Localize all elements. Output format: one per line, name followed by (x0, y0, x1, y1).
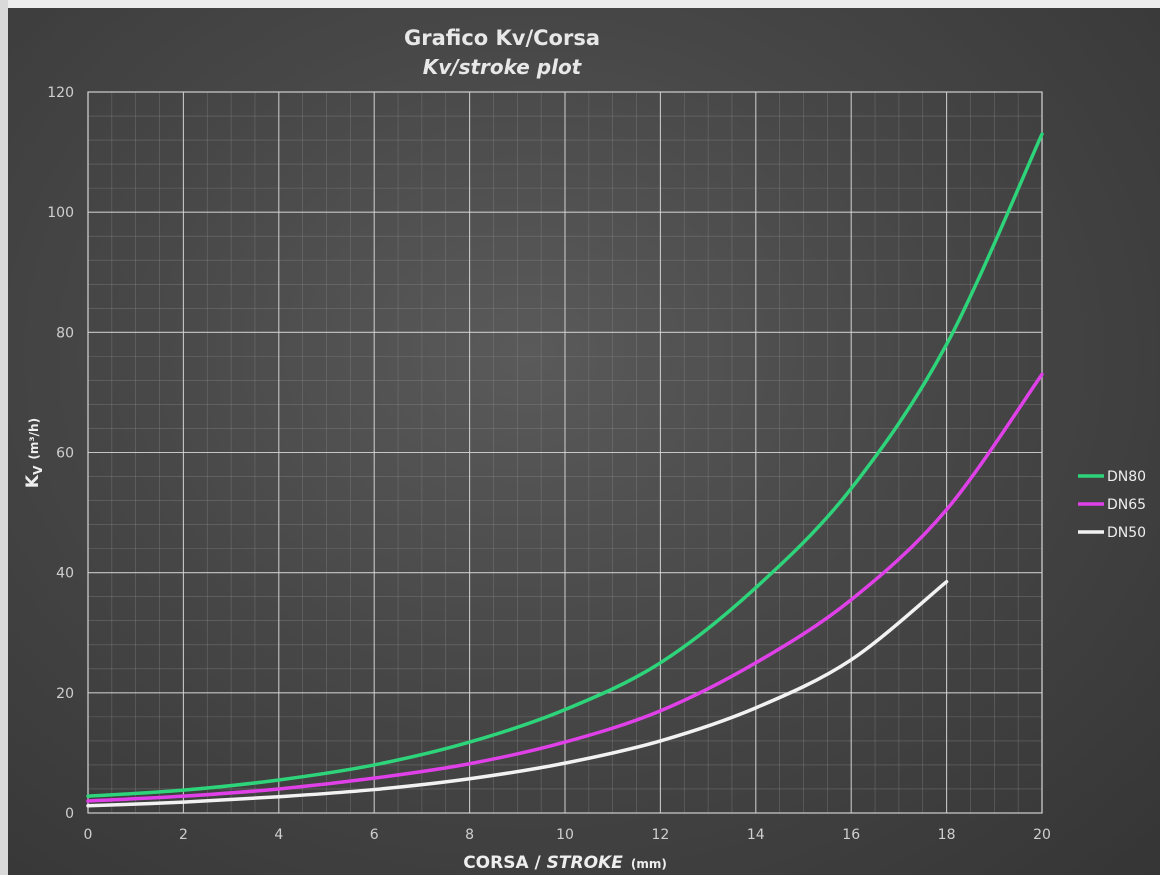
x-tick-label: 10 (556, 827, 574, 843)
x-tick-label: 14 (747, 827, 765, 843)
x-axis-label-main: CORSA / (463, 853, 546, 873)
y-axis-unit: (m³/h) (27, 418, 41, 460)
y-tick-label: 80 (56, 325, 74, 341)
x-tick-label: 16 (842, 827, 860, 843)
chart-subtitle: Kv/stroke plot (423, 55, 583, 79)
legend: DN80 DN65 DN50 (1078, 469, 1146, 541)
series-line-dn65 (86, 372, 1044, 803)
y-axis-subscript: V (31, 465, 45, 475)
y-axis-title: KV (m³/h) (23, 418, 45, 488)
plot-area-border (87, 91, 1043, 814)
y-tick-label: 0 (65, 806, 74, 822)
x-tick-label: 6 (370, 827, 379, 843)
x-tick-labels: 0 2 4 6 8 10 12 14 16 18 20 (84, 827, 1051, 843)
legend-label-dn65: DN65 (1107, 497, 1146, 513)
y-tick-label: 60 (56, 446, 74, 462)
frame-top-border (0, 0, 1160, 8)
chart-title: Grafico Kv/Corsa (404, 26, 600, 50)
y-axis-symbol: K (23, 474, 43, 488)
x-axis-unit: (mm) (631, 857, 667, 871)
series-line-dn80 (86, 132, 1044, 798)
series-line-dn50 (86, 579, 949, 808)
legend-label-dn80: DN80 (1107, 469, 1146, 485)
y-tick-label: 20 (56, 686, 74, 702)
legend-label-dn50: DN50 (1107, 525, 1146, 541)
y-tick-labels: 0 20 40 60 80 100 120 (47, 85, 74, 822)
series-layer (86, 132, 1044, 808)
x-tick-label: 20 (1033, 827, 1051, 843)
x-tick-label: 12 (651, 827, 669, 843)
x-tick-label: 0 (84, 827, 93, 843)
x-tick-label: 4 (274, 827, 283, 843)
x-tick-label: 18 (938, 827, 956, 843)
frame-left-border (0, 0, 8, 875)
y-tick-label: 100 (47, 205, 74, 221)
x-tick-label: 8 (465, 827, 474, 843)
y-tick-label: 120 (47, 85, 74, 101)
x-tick-label: 2 (179, 827, 188, 843)
chart-background (8, 8, 1160, 875)
y-tick-label: 40 (56, 566, 74, 582)
x-axis-title: CORSA / STROKE (mm) (463, 853, 667, 873)
x-axis-label-italic: STROKE (547, 853, 624, 873)
